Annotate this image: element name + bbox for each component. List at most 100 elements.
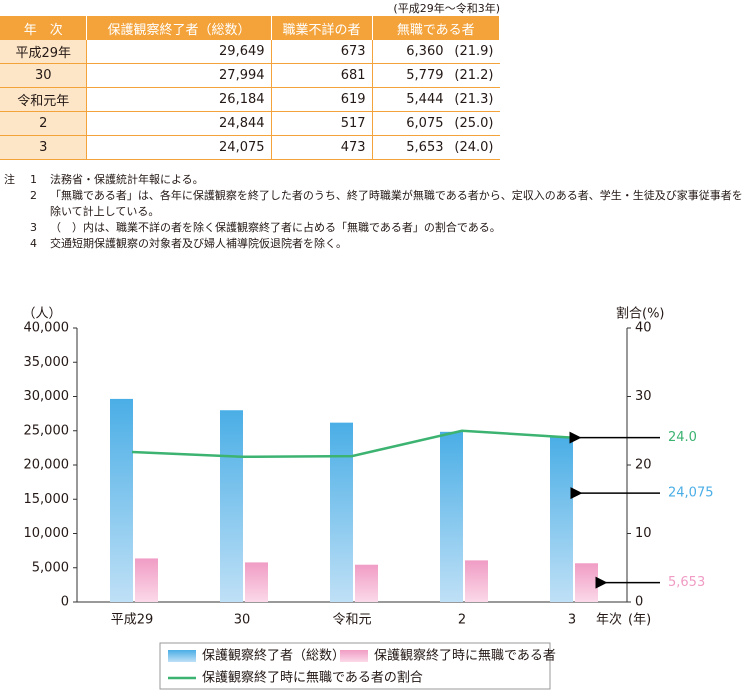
- data-table: 年 次保護観察終了者（総数） 職業不詳の者 無職である者 平成29年 29,649 673…: [0, 16, 501, 160]
- note-text: 交通短期保護観察の対象者及び婦人補導院仮退院者を除く。: [50, 237, 347, 250]
- y-axis-label: （人）: [22, 307, 61, 322]
- table-cell: 26,184: [86, 87, 272, 112]
- bar: [440, 431, 463, 602]
- cell-value: 5,444: [406, 92, 444, 107]
- table-cell: 5,444 (21.3): [371, 87, 500, 112]
- bar: [110, 398, 133, 602]
- header-cell: 保護観察終了者（総数）: [86, 16, 272, 40]
- note: 3 （ ）内は、職業不詳の者を除く保護観察終了者に占める「無職である者」の割合であ…: [4, 220, 744, 236]
- table-cell: 24,075: [86, 135, 272, 160]
- note: 2 「無職である者」は、各年に保護観察を終了した者のうち、終了時職業が無職である者…: [4, 188, 744, 220]
- table-cell: 6,075 (25.0): [371, 111, 500, 136]
- notes: 注 1 法務省・保護統計年報による。 2 「無職である者」は、各年に保護観察を終了した者…: [4, 172, 744, 252]
- x-tick-label: 平成29: [111, 613, 154, 628]
- note-number: 2: [30, 189, 37, 202]
- table-cell: 29,649: [86, 40, 272, 64]
- header-row: 年 次保護観察終了者（総数） 職業不詳の者 無職である者: [0, 16, 501, 40]
- table-row: 30 27,994 681 5,779 (21.2): [0, 63, 500, 88]
- note-text: （ ）内は、職業不詳の者を除く保護観察終了者に占める「無職である者」の割合である…: [50, 221, 501, 234]
- legend-label: 保護観察終了時に無職である者の割合: [202, 670, 423, 686]
- table-cell: 5,779 (21.2): [371, 63, 500, 88]
- table-cell: 平成29年: [0, 40, 87, 64]
- table-cell: 24,844: [86, 111, 272, 136]
- table-cell: 681: [270, 63, 373, 88]
- legend-label: 保護観察終了時に無職である者: [374, 648, 556, 664]
- note-label: 注: [4, 173, 15, 186]
- y2-axis-label: 割合(%): [616, 306, 665, 322]
- table-row: 平成29年 29,649 673 6,360 (21.9): [0, 40, 500, 64]
- table-cell: 27,994: [86, 63, 272, 88]
- y-tick-label: 0: [61, 595, 69, 610]
- cell-ratio: (21.3): [454, 92, 494, 107]
- x-tick-label: 30: [234, 613, 251, 628]
- bar: [355, 564, 378, 602]
- note-number: 1: [30, 173, 37, 186]
- x-tick-label: 3: [568, 613, 576, 628]
- table-cell: 30: [0, 63, 87, 88]
- y2-tick-label: 20: [635, 458, 652, 473]
- table-cell: 5,653 (24.0): [371, 135, 500, 160]
- table-row: 2 24,844 517 6,075 (25.0): [0, 111, 500, 136]
- bar: [575, 563, 598, 602]
- table-cell: 2: [0, 111, 87, 136]
- note-number: 3: [30, 221, 37, 234]
- table-row: 令和元年 26,184 619 5,444 (21.3): [0, 87, 500, 112]
- note: 4 交通短期保護観察の対象者及び婦人補導院仮退院者を除く。: [4, 236, 744, 252]
- bar: [465, 560, 488, 602]
- bar: [550, 437, 573, 602]
- y-tick-label: 20,000: [24, 458, 70, 473]
- table-body: 平成29年 29,649 673 6,360 (21.9) 30 27,994 681 5,77…: [0, 40, 500, 160]
- header-cell: 無職である者: [372, 16, 501, 40]
- header-cell: 年 次: [0, 16, 88, 40]
- legend-label: 保護観察終了者（総数）: [202, 648, 345, 664]
- x-tick-label: 令和元: [332, 613, 371, 628]
- table-cell: 473: [270, 135, 373, 160]
- legend-swatch: [168, 650, 196, 662]
- cell-ratio: (25.0): [454, 116, 494, 131]
- note-number: 4: [30, 237, 37, 250]
- cell-value: 5,653: [406, 140, 444, 155]
- table-cell: 3: [0, 135, 87, 160]
- y-tick-label: 40,000: [24, 321, 70, 336]
- y2-tick-label: 30: [635, 389, 652, 404]
- y-tick-label: 10,000: [24, 526, 70, 541]
- bar: [220, 410, 243, 602]
- cell-ratio: (21.2): [454, 68, 494, 83]
- table-cell: 令和元年: [0, 87, 87, 112]
- cell-value: 6,075: [406, 116, 444, 131]
- cell-value: 6,360: [406, 44, 444, 59]
- bar: [135, 558, 158, 602]
- x-axis-label: 年次: [596, 612, 622, 628]
- x-axis-unit: (年): [628, 613, 651, 628]
- table-cell: 517: [270, 111, 373, 136]
- table-cell: 6,360 (21.9): [371, 40, 500, 64]
- cell-ratio: (21.9): [454, 44, 494, 59]
- header-cell: 職業不詳の者: [271, 16, 373, 40]
- y-tick-label: 15,000: [24, 492, 70, 507]
- cell-ratio: (24.0): [454, 140, 494, 155]
- note-text: 法務省・保護統計年報による。: [50, 173, 204, 186]
- table-period: (平成29年～令和3年): [393, 2, 500, 15]
- line: [131, 429, 573, 459]
- table-cell: 619: [270, 87, 373, 112]
- x-tick-label: 2: [458, 613, 466, 628]
- callout-label: 24.0: [668, 430, 697, 445]
- callout-label: 24,075: [668, 486, 714, 501]
- note-text: 「無職である者」は、各年に保護観察を終了した者のうち、終了時職業が無職である者か…: [50, 189, 743, 218]
- table-row: 3 24,075 473 5,653 (24.0): [0, 135, 500, 160]
- y-tick-label: 35,000: [24, 355, 70, 370]
- bar: [245, 562, 268, 602]
- y-tick-label: 30,000: [24, 389, 70, 404]
- y-tick-label: 25,000: [24, 423, 70, 438]
- bar: [330, 422, 353, 602]
- y2-tick-label: 40: [635, 321, 652, 336]
- cell-value: 5,779: [406, 68, 444, 83]
- legend-swatch: [340, 650, 368, 662]
- y2-tick-label: 0: [635, 595, 643, 610]
- table-cell: 673: [270, 40, 373, 64]
- y2-tick-label: 10: [635, 526, 652, 541]
- callout-label: 5,653: [668, 575, 705, 590]
- note: 注 1 法務省・保護統計年報による。: [4, 172, 744, 188]
